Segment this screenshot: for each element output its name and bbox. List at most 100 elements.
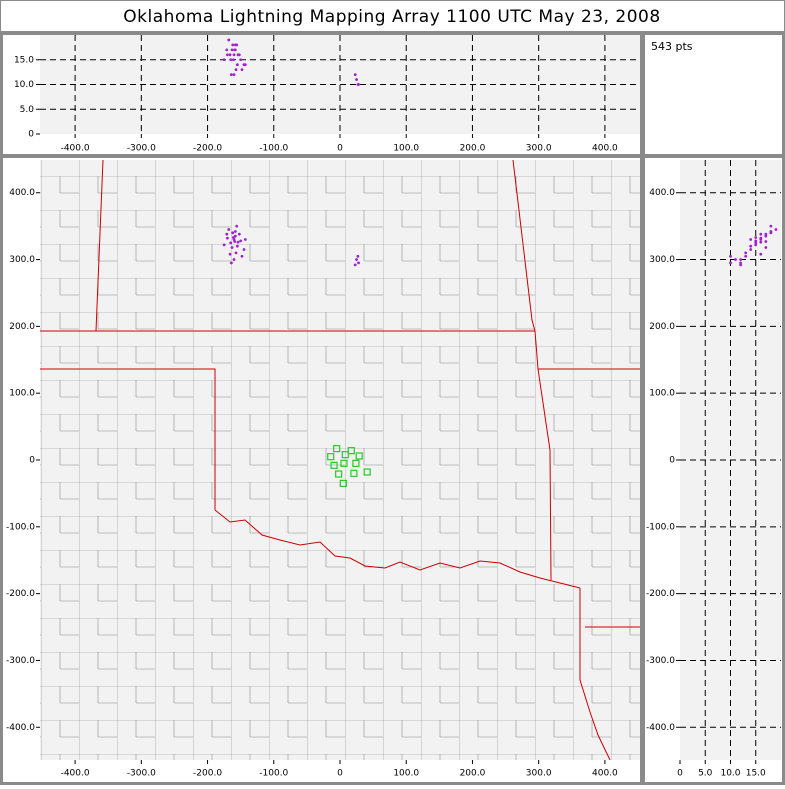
x-tick-label: 100.0 bbox=[393, 144, 419, 154]
lightning-source bbox=[734, 258, 737, 261]
station bbox=[355, 452, 363, 460]
y-tick-label: 100.0 bbox=[9, 389, 35, 399]
y-tick-label: 400.0 bbox=[9, 188, 35, 198]
station bbox=[363, 468, 371, 476]
lightning-source bbox=[353, 73, 357, 76]
lightning-source bbox=[235, 244, 239, 248]
lightning-source bbox=[222, 243, 226, 247]
lightning-source bbox=[764, 234, 768, 238]
lightning-source bbox=[234, 251, 238, 255]
lightning-source bbox=[234, 68, 238, 72]
title-bar bbox=[1, 1, 784, 31]
lightning-source bbox=[243, 238, 247, 241]
station bbox=[341, 451, 349, 459]
y-tick-label: 200.0 bbox=[9, 322, 35, 332]
station bbox=[352, 459, 360, 467]
station bbox=[347, 447, 355, 455]
lightning-source bbox=[759, 236, 763, 240]
y-tick-label: 300.0 bbox=[9, 255, 35, 265]
station bbox=[340, 459, 348, 467]
lightning-source bbox=[231, 231, 235, 235]
lightning-source bbox=[754, 239, 758, 243]
point-count: 543 pts bbox=[651, 40, 693, 53]
lightning-source bbox=[231, 58, 235, 62]
lightning-source bbox=[231, 43, 235, 47]
border bbox=[214, 509, 581, 589]
y-tick-label: 200.0 bbox=[649, 322, 675, 332]
lightning-source bbox=[243, 63, 247, 67]
lightning-source bbox=[233, 48, 237, 52]
lightning-source bbox=[232, 258, 236, 261]
x-tick-label: 200.0 bbox=[460, 144, 486, 154]
x-tick-label: 15.0 bbox=[746, 769, 766, 779]
border bbox=[95, 160, 104, 332]
x-tick-label: 5.0 bbox=[698, 769, 713, 779]
y-tick-label: 0 bbox=[29, 456, 35, 466]
y-tick-label: 300.0 bbox=[649, 255, 675, 265]
y-tick-label: -300.0 bbox=[6, 656, 35, 666]
y-tick-label: -400.0 bbox=[646, 723, 675, 733]
x-tick-label: -100.0 bbox=[259, 144, 288, 154]
y-tick-label: 10.0 bbox=[14, 80, 34, 90]
x-tick-label: 300.0 bbox=[526, 769, 552, 779]
lightning-source bbox=[754, 241, 758, 245]
station bbox=[339, 479, 347, 487]
lightning-source bbox=[764, 240, 768, 243]
lightning-source bbox=[759, 232, 763, 236]
lightning-source bbox=[774, 228, 778, 231]
x-tick-label: 0 bbox=[337, 769, 343, 779]
station bbox=[350, 469, 358, 477]
lightning-source bbox=[769, 230, 773, 233]
y-tick-label: 100.0 bbox=[649, 389, 675, 399]
lightning-source bbox=[240, 68, 244, 72]
lightning-source bbox=[239, 58, 243, 62]
station bbox=[330, 461, 338, 469]
lightning-source bbox=[754, 243, 758, 247]
station bbox=[335, 470, 343, 478]
x-tick-label: -300.0 bbox=[127, 769, 156, 779]
border bbox=[579, 588, 611, 760]
lightning-source bbox=[229, 73, 233, 76]
lightning-source bbox=[759, 252, 763, 256]
x-tick-label: -100.0 bbox=[259, 769, 288, 779]
lightning-source bbox=[237, 232, 241, 236]
lightning-source bbox=[235, 224, 239, 228]
lightning-source bbox=[749, 244, 753, 248]
y-tick-label: -200.0 bbox=[6, 589, 35, 599]
lightning-source bbox=[356, 254, 360, 258]
lightning-source bbox=[233, 240, 237, 243]
lightning-source bbox=[739, 261, 742, 265]
lightning-source bbox=[764, 232, 768, 236]
lightning-source bbox=[227, 38, 231, 42]
lightning-source bbox=[232, 53, 236, 57]
lightning-source bbox=[227, 228, 231, 231]
lightning-source bbox=[226, 53, 229, 57]
lightning-source bbox=[242, 248, 246, 251]
x-tick-label: 10.0 bbox=[720, 769, 740, 779]
lightning-source bbox=[228, 252, 232, 256]
x-tick-label: 0 bbox=[337, 144, 343, 154]
y-tick-label: -100.0 bbox=[6, 522, 35, 532]
lightning-source bbox=[355, 78, 358, 81]
lightning-source bbox=[229, 261, 233, 265]
lightning-source bbox=[239, 239, 243, 243]
border bbox=[40, 368, 216, 510]
x-tick-label: 200.0 bbox=[460, 769, 486, 779]
lightning-source bbox=[764, 246, 768, 249]
x-tick-label: -200.0 bbox=[193, 769, 222, 779]
lightning-source bbox=[236, 240, 240, 244]
lightning-source bbox=[355, 258, 358, 261]
x-tick-label: -400.0 bbox=[61, 769, 90, 779]
lightning-source bbox=[225, 48, 229, 52]
y-tick-label: -100.0 bbox=[646, 522, 675, 532]
lightning-source bbox=[744, 251, 748, 255]
lightning-source bbox=[353, 263, 357, 267]
x-tick-label: 400.0 bbox=[592, 769, 618, 779]
lightning-source bbox=[240, 254, 244, 258]
info-panel bbox=[645, 35, 782, 154]
x-tick-label: -300.0 bbox=[127, 144, 156, 154]
station bbox=[327, 453, 335, 461]
title: Oklahoma Lightning Mapping Array 1100 UT… bbox=[123, 7, 660, 27]
y-tick-label: 0 bbox=[28, 130, 34, 140]
